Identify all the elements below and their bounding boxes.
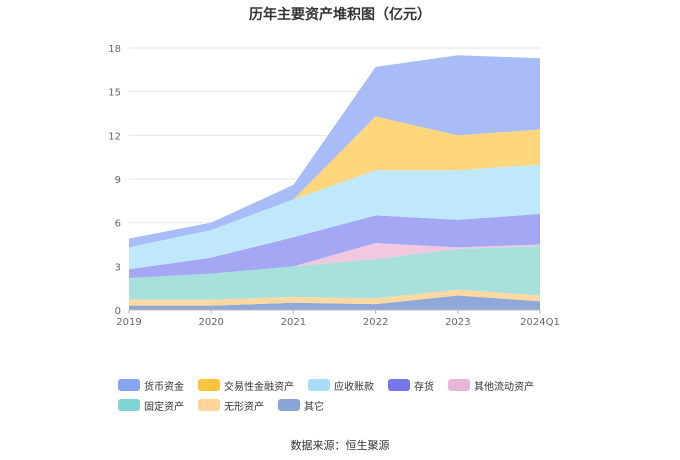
y-tick-label: 12 xyxy=(108,131,121,142)
axis-layer: 0 3 6 9 12 15 18 2019 2020 2021 2022 2023 2024Q1 xyxy=(108,44,560,328)
legend-item[interactable]: 交易性金融资产 xyxy=(198,378,294,393)
area-series-0 xyxy=(129,295,540,310)
legend-label: 其它 xyxy=(304,401,324,413)
x-tick-label: 2020 xyxy=(198,317,223,328)
legend-item[interactable]: 其它 xyxy=(278,398,324,413)
legend-swatch xyxy=(278,399,300,411)
x-tick-label: 2022 xyxy=(363,317,388,328)
y-tick-label: 15 xyxy=(108,88,121,99)
y-tick-label: 0 xyxy=(115,306,121,317)
legend-swatch xyxy=(448,379,470,391)
legend-label: 无形资产 xyxy=(224,401,264,413)
x-tick-label: 2021 xyxy=(281,317,306,328)
legend-item[interactable]: 无形资产 xyxy=(198,398,264,413)
legend-item[interactable]: 其他流动资产 xyxy=(448,378,534,393)
y-tick-label: 3 xyxy=(115,262,121,273)
legend-item[interactable]: 货币资金 xyxy=(118,378,184,393)
area-series-6 xyxy=(129,116,540,248)
legend-swatch xyxy=(118,399,140,411)
legend-item[interactable]: 固定资产 xyxy=(118,398,184,413)
y-tick-label: 9 xyxy=(115,175,121,186)
area-series-4 xyxy=(129,213,540,278)
legend-label: 应收账款 xyxy=(334,381,374,393)
area-series-5 xyxy=(129,164,540,270)
area-series-7 xyxy=(129,55,540,248)
data-source-note: 数据来源：恒生聚源 xyxy=(290,439,390,452)
legend-swatch xyxy=(118,379,140,391)
x-tick-label: 2024Q1 xyxy=(520,317,560,328)
legend-label: 货币资金 xyxy=(144,381,184,393)
legend-label: 固定资产 xyxy=(144,401,184,413)
legend: 货币资金 交易性金融资产 应收账款 存货 其他流动资产固定资产 无形资产 其它 xyxy=(118,378,588,413)
x-tick-label: 2023 xyxy=(445,317,470,328)
y-tick-label: 6 xyxy=(115,219,121,230)
area-series-3 xyxy=(129,243,540,278)
y-tick-label: 18 xyxy=(108,44,121,55)
legend-label: 存货 xyxy=(414,381,434,393)
legend-swatch xyxy=(198,399,220,411)
chart-title: 历年主要资产堆积图（亿元） xyxy=(249,7,431,23)
legend-swatch xyxy=(198,379,220,391)
area-series-2 xyxy=(129,245,540,300)
legend-item[interactable]: 应收账款 xyxy=(308,378,374,393)
legend-label: 其他流动资产 xyxy=(474,381,534,393)
x-tick-label: 2019 xyxy=(116,317,141,328)
area-layer xyxy=(129,55,540,310)
legend-swatch xyxy=(308,379,330,391)
legend-label: 交易性金融资产 xyxy=(224,381,294,393)
legend-swatch xyxy=(388,379,410,391)
legend-item[interactable]: 存货 xyxy=(388,378,434,393)
